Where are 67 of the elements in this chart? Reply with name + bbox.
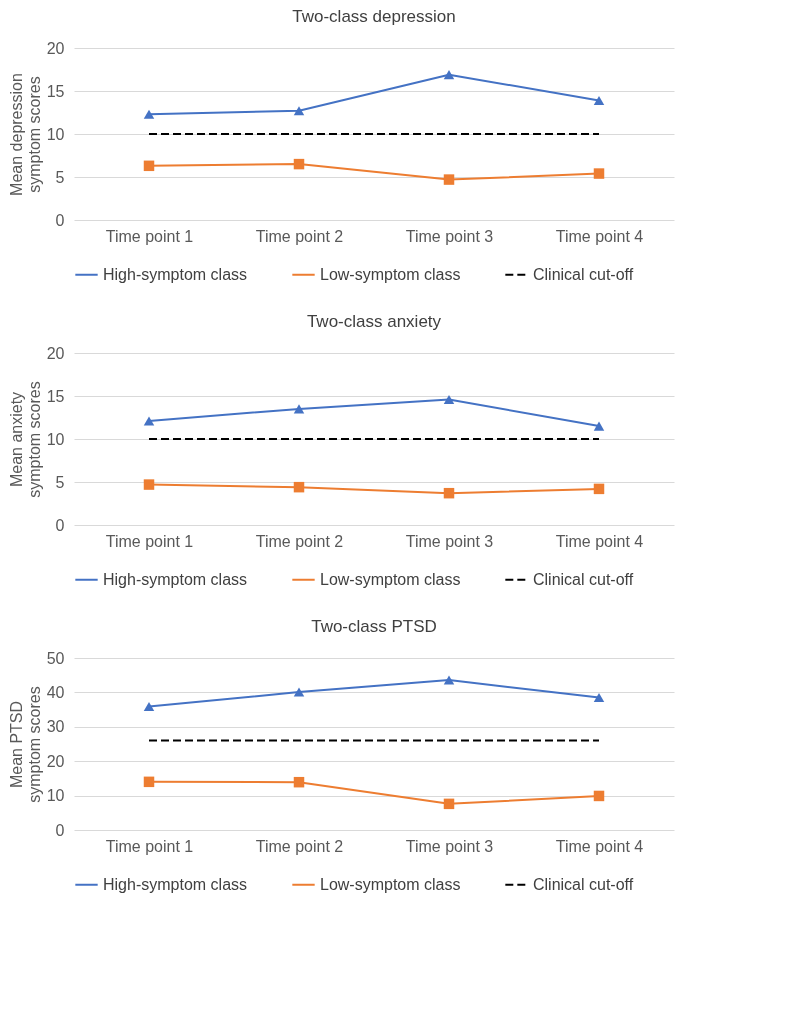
y-axis-title: Mean PTSD symptom scores [7,686,43,803]
y-tick-label: 20 [46,39,65,57]
y-axis-title: Mean depression symptom scores [7,73,43,196]
point [293,687,305,697]
point [143,776,155,788]
point [593,790,605,802]
x-tick-label: Time point 1 [105,532,194,550]
point [593,421,605,431]
x-tick-label: Time point 2 [255,227,344,245]
legend-label: High-symptom class [103,875,248,893]
point [143,109,155,119]
legend-label: High-symptom class [103,265,248,283]
legend-label: Clinical cut-off [533,265,634,283]
x-tick-label: Time point 3 [405,227,494,245]
point [293,776,305,788]
point [443,487,455,499]
x-tick-label: Time point 3 [405,532,494,550]
point [143,701,155,712]
point [293,158,305,170]
y-tick-label: 5 [55,168,65,186]
point [443,394,455,404]
x-tick-label: Time point 3 [405,837,494,855]
point [293,404,305,414]
y-tick-label: 20 [46,752,65,770]
legend-label: High-symptom class [103,570,248,588]
y-tick-label: 0 [55,821,65,839]
x-tick-label: Time point 4 [555,837,644,855]
y-tick-label: 10 [46,430,65,448]
point [143,479,155,490]
y-tick-label: 30 [46,718,65,736]
point [293,106,305,116]
point [593,168,605,179]
point [593,483,605,495]
y-tick-label: 10 [46,125,65,143]
chart-title: Two-class anxiety [306,312,442,331]
chart-title: Two-class PTSD [311,617,437,636]
x-tick-label: Time point 1 [105,837,194,855]
point [443,174,455,185]
y-tick-label: 50 [46,649,65,667]
y-tick-label: 10 [46,787,65,805]
point [293,481,305,493]
point [443,675,455,685]
point [143,416,155,426]
point [143,160,155,172]
legend-label: Low-symptom class [320,570,461,588]
point [593,693,605,703]
point [593,95,605,105]
y-tick-label: 15 [46,82,65,100]
x-tick-label: Time point 1 [105,227,194,245]
y-tick-label: 0 [55,516,65,534]
x-tick-label: Time point 2 [255,532,344,550]
y-tick-label: 20 [46,344,65,362]
y-tick-label: 5 [55,473,65,491]
legend-label: Low-symptom class [320,265,461,283]
y-tick-label: 40 [46,683,65,701]
legend-label: Clinical cut-off [533,570,634,588]
point [443,798,455,810]
legend-label: Clinical cut-off [533,875,634,893]
chart-title: Two-class depression [292,7,456,26]
point [443,70,455,80]
y-axis-title: Mean anxiety symptom scores [7,381,43,498]
x-tick-label: Time point 2 [255,837,344,855]
y-tick-label: 15 [46,387,65,405]
y-tick-label: 0 [55,211,65,229]
x-tick-label: Time point 4 [555,532,644,550]
x-tick-label: Time point 4 [555,227,644,245]
legend-label: Low-symptom class [320,875,461,893]
